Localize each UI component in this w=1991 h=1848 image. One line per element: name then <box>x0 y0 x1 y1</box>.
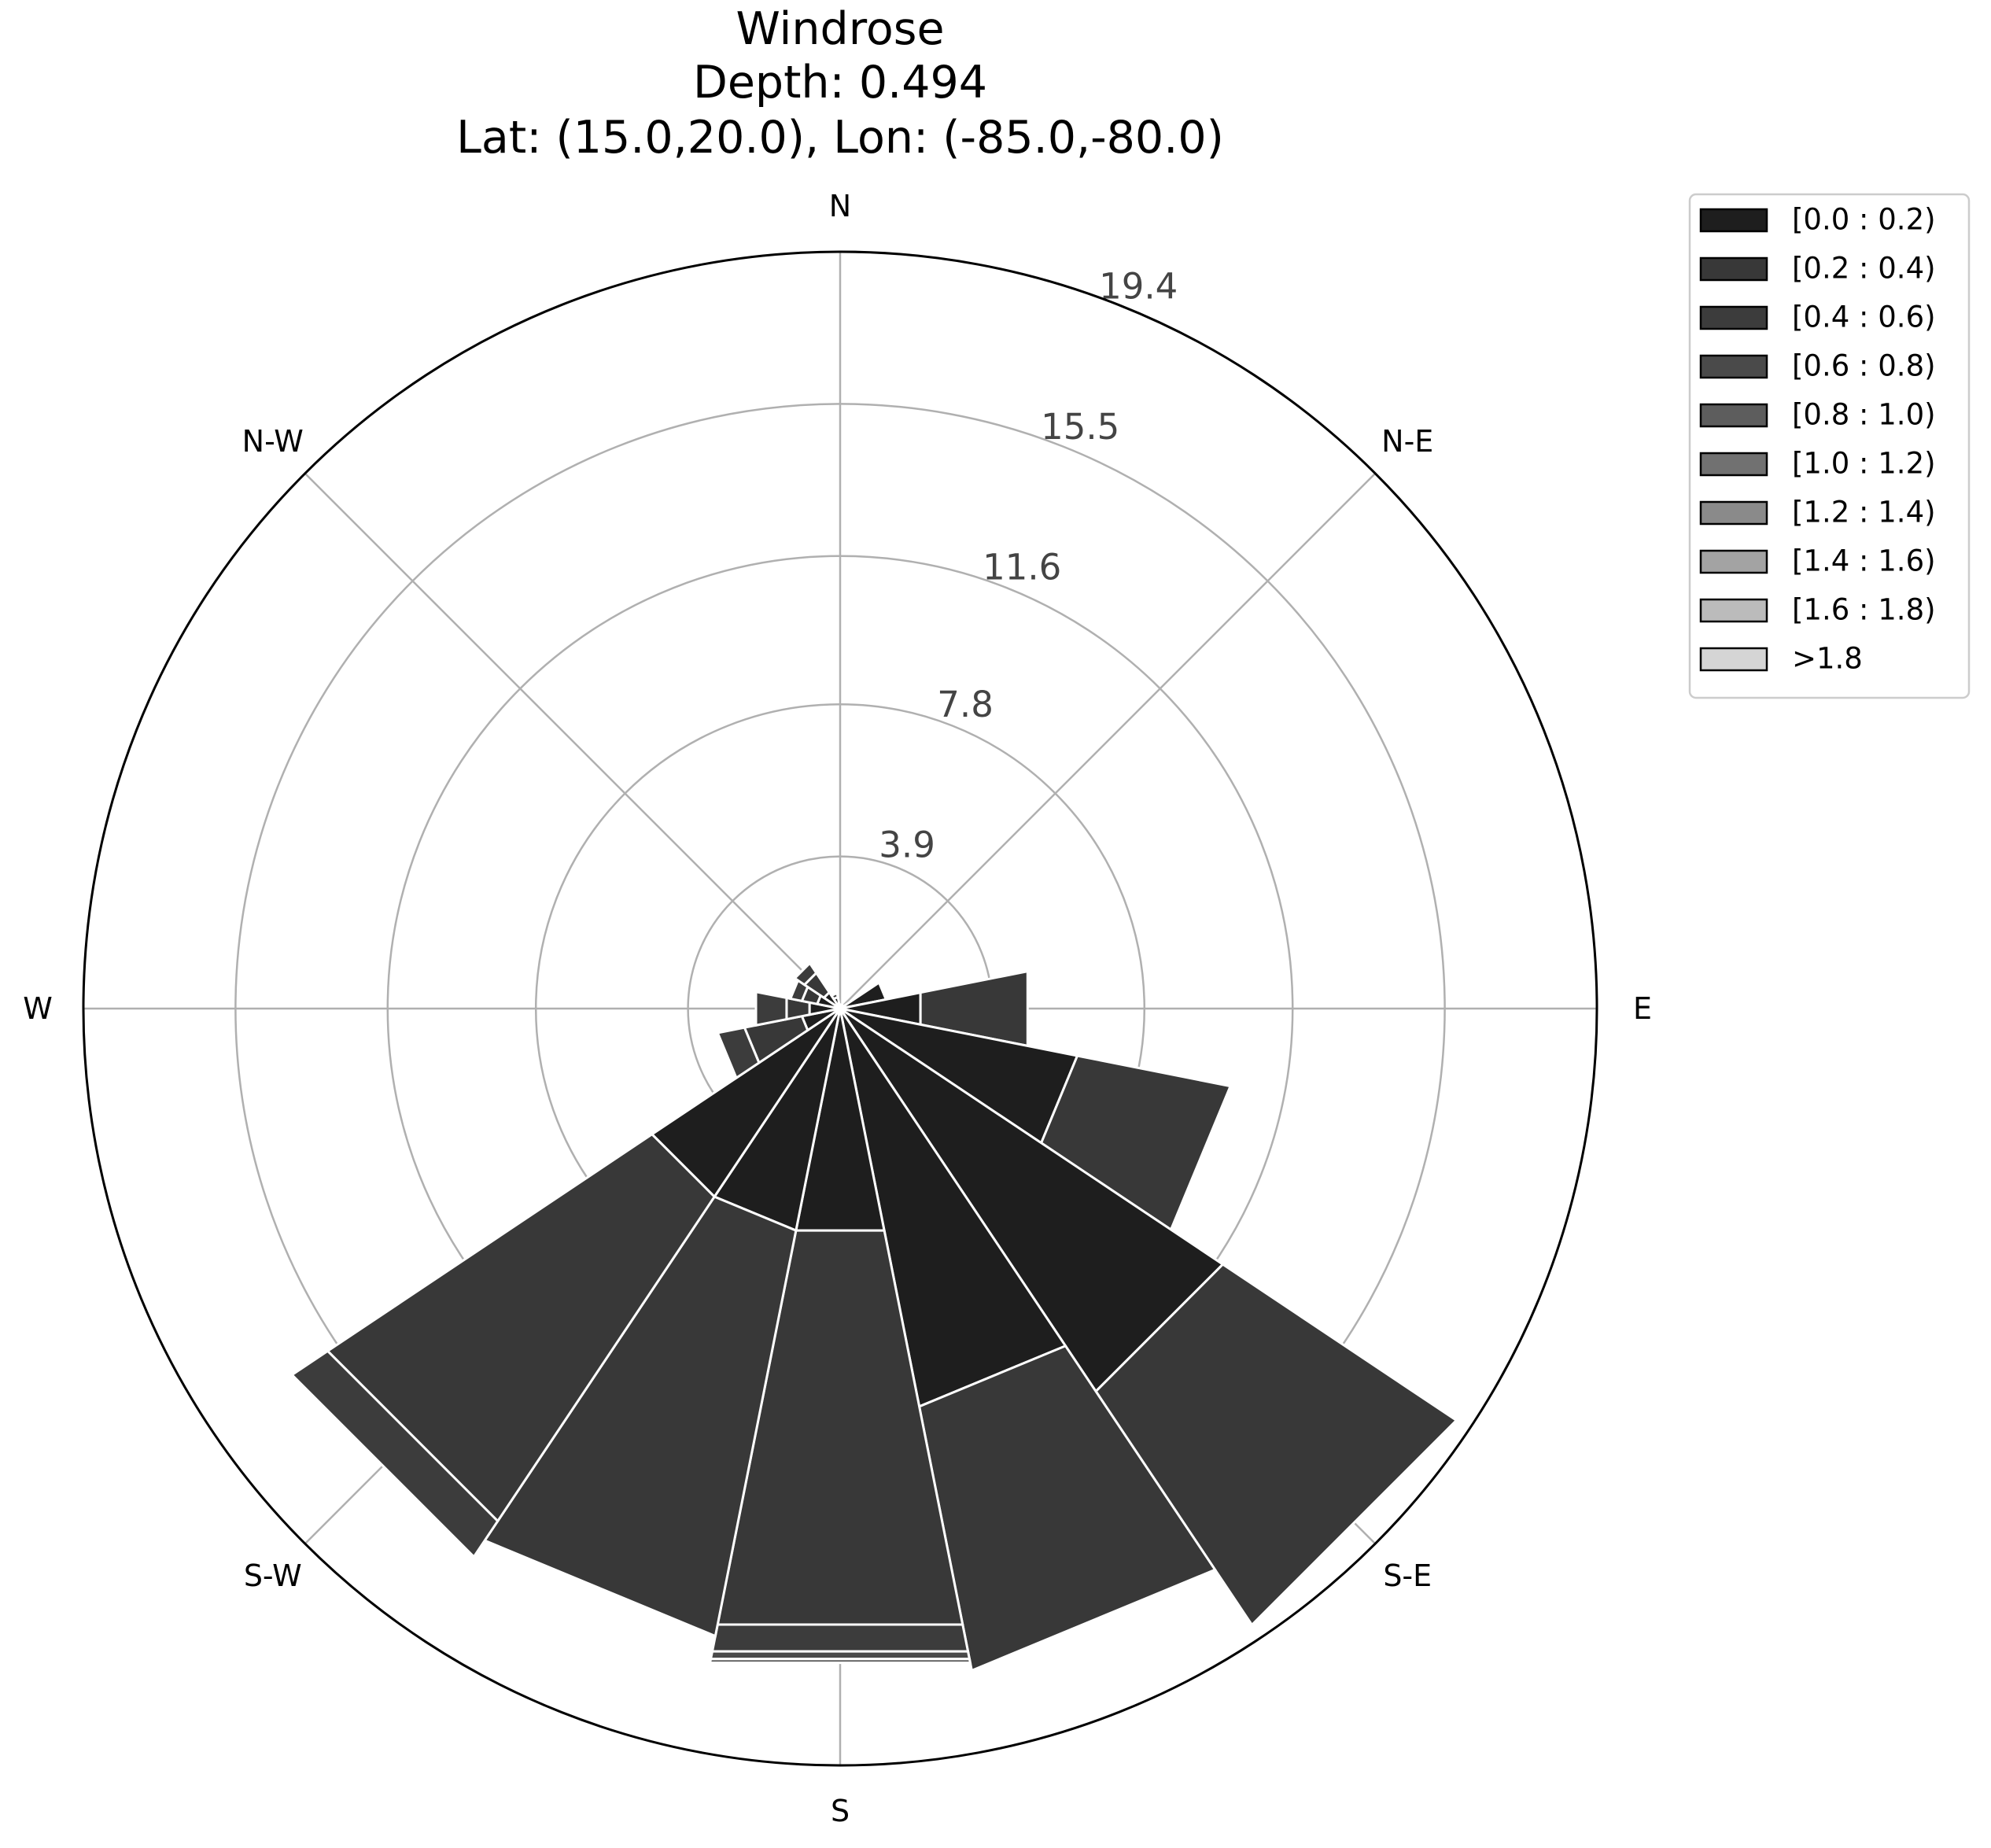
radial-tick-label: 11.6 <box>983 547 1061 588</box>
bar-sector-14-bin-2 <box>792 961 818 987</box>
bar-sector-8-bin-4 <box>708 1658 972 1665</box>
legend-swatch <box>1699 256 1768 282</box>
legend-label: [1.4 : 1.6) <box>1792 544 1936 578</box>
direction-labels: N N-E E S-E S S-W W N-W <box>23 189 1652 1828</box>
chart-title-line: Windrose <box>736 3 944 55</box>
radial-tick-label: 7.8 <box>937 684 994 725</box>
bar-sector-12-bin-2 <box>754 990 788 1027</box>
legend-label: >1.8 <box>1792 642 1863 676</box>
legend-label: [0.2 : 0.4) <box>1792 252 1936 286</box>
bar-sector-11-bin-2 <box>716 1026 761 1080</box>
legend-label: [0.6 : 0.8) <box>1792 349 1936 383</box>
legend-label: [0.4 : 0.6) <box>1792 301 1936 334</box>
radial-tick-label: 15.5 <box>1041 406 1119 448</box>
direction-label-n: N <box>829 189 851 223</box>
legend-swatch <box>1699 305 1768 330</box>
legend-label: [1.2 : 1.4) <box>1792 496 1936 529</box>
polar-frame <box>82 250 1598 1767</box>
legend-swatch <box>1699 452 1768 477</box>
bar-sector-7-bin-1 <box>917 1344 1217 1673</box>
bar-sector-6-bin-1 <box>1094 1263 1458 1627</box>
chart-subtitle-location: Lat: (15.0,20.0), Lon: (-85.0,-80.0) <box>456 112 1224 164</box>
windrose-bars <box>289 961 1458 1673</box>
legend-label: [1.6 : 1.8) <box>1792 593 1936 627</box>
legend: [0.0 : 0.2) [0.2 : 0.4) [0.4 : 0.6) [0.6 : … <box>1688 193 1971 699</box>
direction-label-n-e: N-E <box>1381 424 1433 459</box>
legend-label: [0.0 : 0.2) <box>1792 203 1936 237</box>
direction-label-n-w: N-W <box>242 424 304 459</box>
legend-swatch <box>1699 354 1768 379</box>
radial-tick-labels: 3.9 7.8 11.6 15.5 19.4 <box>879 265 1178 865</box>
direction-label-s-e: S-E <box>1383 1558 1432 1593</box>
legend-swatch <box>1699 500 1768 526</box>
bar-sector-8-bin-2 <box>710 1623 970 1653</box>
radial-tick-label: 3.9 <box>879 824 935 865</box>
direction-label-e: E <box>1633 991 1652 1026</box>
bar-sector-10-bin-2 <box>289 1349 500 1559</box>
chart-title: Windrose Depth: 0.494 Lat: (15.0,20.0), … <box>456 3 1224 164</box>
legend-swatch <box>1699 647 1768 672</box>
legend-label: [1.0 : 1.2) <box>1792 447 1936 481</box>
radial-tick-label: 19.4 <box>1099 265 1178 307</box>
direction-label-s-w: S-W <box>244 1558 302 1593</box>
legend-swatch <box>1699 208 1768 233</box>
direction-label-w: W <box>23 991 53 1026</box>
legend-swatch <box>1699 549 1768 574</box>
direction-label-s: S <box>831 1794 850 1828</box>
grid-spoke-n-e <box>839 472 1377 1009</box>
chart-subtitle-depth: Depth: 0.494 <box>693 57 987 109</box>
grid-spoke-n-w <box>304 472 841 1009</box>
legend-swatch <box>1699 598 1768 623</box>
bar-sector-15-bin-1 <box>829 991 839 1001</box>
legend-label: [0.8 : 1.0) <box>1792 398 1936 432</box>
legend-swatch <box>1699 403 1768 428</box>
